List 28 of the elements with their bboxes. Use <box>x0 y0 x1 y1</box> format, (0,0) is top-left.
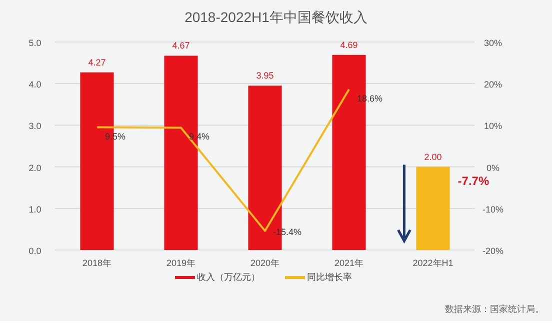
y-tick-label: 5.0 <box>28 38 42 48</box>
y-tick-label: 1.0 <box>28 204 42 214</box>
y-tick-label: 2.0 <box>28 162 42 173</box>
data-label: 4.27 <box>88 57 106 68</box>
source-note: 数据来源：国家统计局。 <box>445 304 544 314</box>
y-tick-label: 4.0 <box>28 80 42 90</box>
data-label: 3.95 <box>256 70 274 81</box>
legend-label: 同比增长率 <box>307 272 352 282</box>
y2-tick-label: 10% <box>484 121 502 132</box>
y2-tick-label: 0% <box>486 162 500 173</box>
x-tick-label: 2019年 <box>166 258 196 268</box>
x-tick-label: 2018年 <box>82 258 112 268</box>
y2-tick-label: 20% <box>484 80 502 90</box>
legend-label: 收入（万亿元） <box>197 272 260 282</box>
y-tick-label: 3.0 <box>28 121 42 132</box>
chart-title: 2018-2022H1年中国餐饮收入 <box>184 9 368 25</box>
data-label: 4.67 <box>172 40 190 51</box>
y2-tick-label: 30% <box>484 38 502 48</box>
x-tick-label: 2021年 <box>334 258 364 268</box>
data-label: 2.00 <box>424 152 442 162</box>
bar <box>416 166 450 250</box>
y-tick-label: 0.0 <box>28 246 42 256</box>
x-tick-label: 2020年 <box>250 258 280 268</box>
y2-tick-label: -20% <box>482 246 504 256</box>
x-tick-label: 2022年H1 <box>412 258 454 268</box>
annotation: -7.7% <box>458 174 490 188</box>
y2-tick-label: -10% <box>482 204 504 214</box>
data-label: 4.69 <box>340 40 358 50</box>
